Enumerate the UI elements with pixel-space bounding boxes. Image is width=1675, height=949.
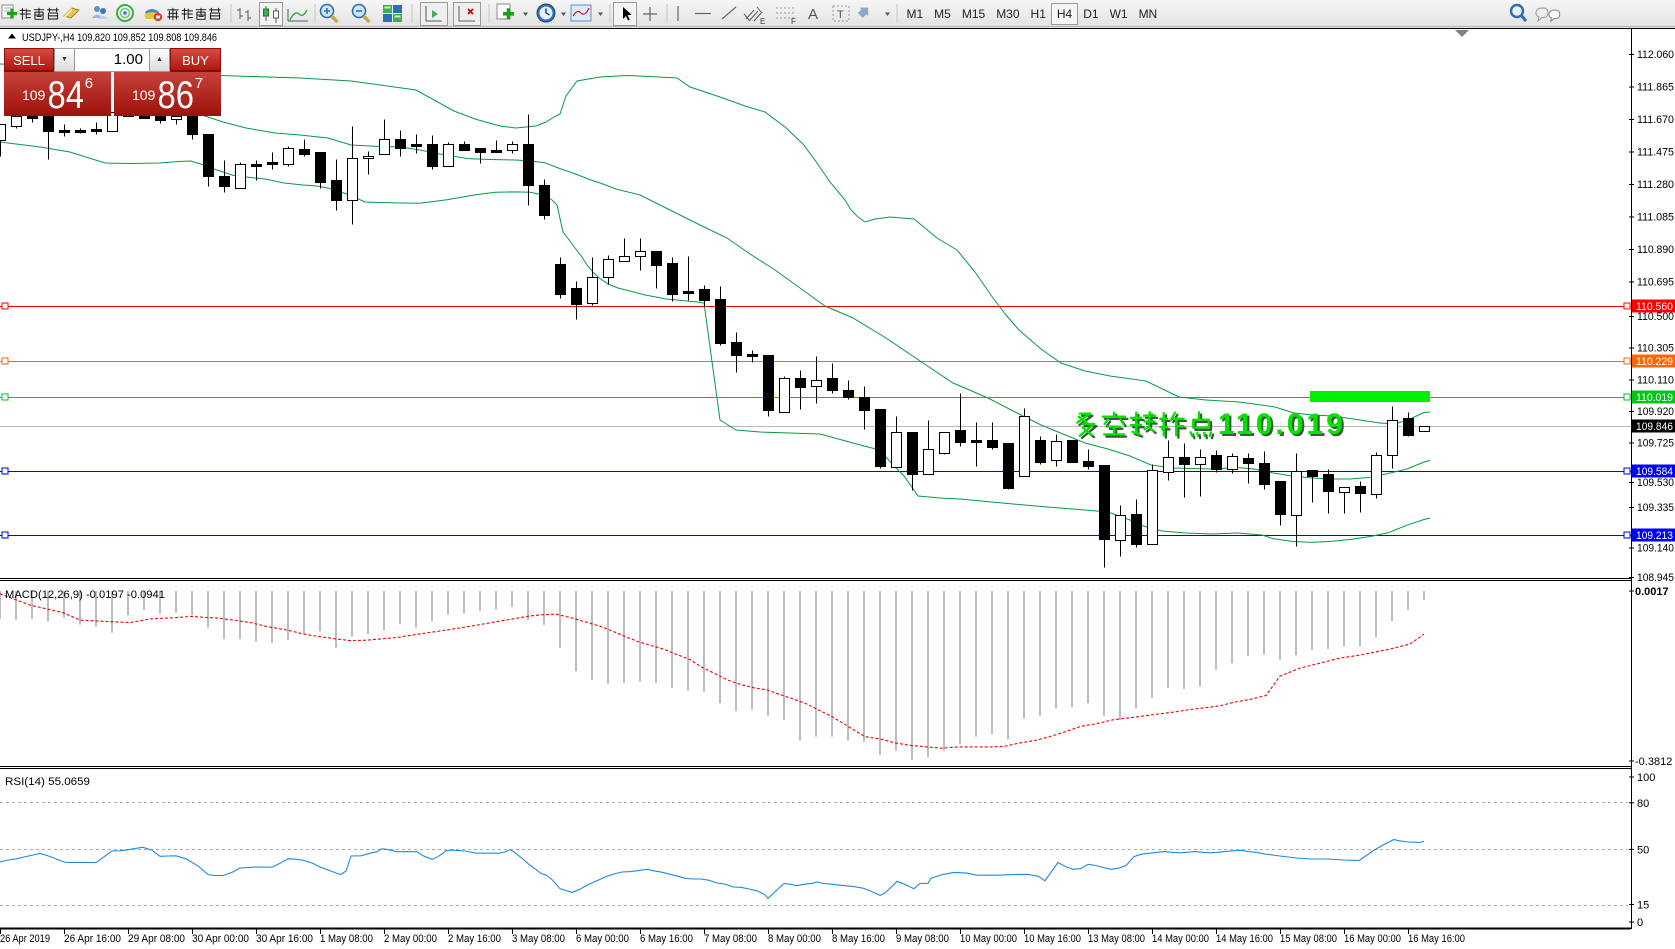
svg-text:A: A [808, 6, 818, 23]
svg-text:110.890: 110.890 [1637, 244, 1674, 256]
svg-text:110.019: 110.019 [1220, 410, 1348, 443]
svg-text:RSI(14) 55.0659: RSI(14) 55.0659 [5, 776, 90, 788]
svg-text:16 May 00:00: 16 May 00:00 [1344, 933, 1401, 945]
svg-text:110.695: 110.695 [1637, 277, 1674, 289]
svg-text:30 Apr 00:00: 30 Apr 00:00 [192, 933, 249, 945]
svg-text:26 Apr 16:00: 26 Apr 16:00 [64, 933, 121, 945]
svg-text:8 May 16:00: 8 May 16:00 [832, 933, 885, 945]
svg-text:14 May 00:00: 14 May 00:00 [1152, 933, 1209, 945]
svg-text:30 Apr 16:00: 30 Apr 16:00 [256, 933, 313, 945]
svg-text:109.335: 109.335 [1637, 502, 1674, 514]
svg-text:MACD(12,26,9) -0.0197 -0.0941: MACD(12,26,9) -0.0197 -0.0941 [5, 589, 165, 601]
svg-text:6 May 00:00: 6 May 00:00 [576, 933, 629, 945]
svg-text:29 Apr 08:00: 29 Apr 08:00 [128, 933, 185, 945]
svg-text:109.725: 109.725 [1637, 438, 1674, 450]
svg-text:E: E [760, 17, 765, 26]
svg-text:109.846: 109.846 [1636, 421, 1673, 433]
svg-text:109.584: 109.584 [1636, 466, 1673, 478]
svg-text:USDJPY-,H4 109.820 109.852 10: USDJPY-,H4 109.820 109.852 109.808 109.8… [22, 32, 217, 44]
svg-text:2 May 00:00: 2 May 00:00 [384, 933, 437, 945]
svg-text:110.019: 110.019 [1636, 392, 1673, 404]
svg-text:110.500: 110.500 [1637, 311, 1674, 323]
svg-text:111.475: 111.475 [1637, 147, 1674, 159]
svg-text:10 May 00:00: 10 May 00:00 [960, 933, 1017, 945]
svg-text:15 May 08:00: 15 May 08:00 [1280, 933, 1337, 945]
svg-text:7 May 08:00: 7 May 08:00 [704, 933, 757, 945]
svg-text:8 May 00:00: 8 May 00:00 [768, 933, 821, 945]
svg-text:109.213: 109.213 [1636, 530, 1673, 542]
svg-text:111.670: 111.670 [1637, 114, 1674, 126]
svg-text:-0.3812: -0.3812 [1635, 756, 1672, 768]
svg-text:16 May 16:00: 16 May 16:00 [1408, 933, 1465, 945]
svg-text:6 May 16:00: 6 May 16:00 [640, 933, 693, 945]
svg-text:10 May 16:00: 10 May 16:00 [1024, 933, 1081, 945]
svg-text:3 May 08:00: 3 May 08:00 [512, 933, 565, 945]
svg-text:0.0017: 0.0017 [1635, 586, 1669, 598]
svg-text:111.280: 111.280 [1637, 179, 1674, 191]
svg-text:109.920: 109.920 [1637, 406, 1674, 418]
svg-text:T: T [837, 9, 844, 21]
svg-text:26 Apr 2019: 26 Apr 2019 [0, 933, 50, 945]
svg-text:80: 80 [1637, 798, 1649, 810]
svg-text:112.060: 112.060 [1637, 49, 1674, 61]
svg-text:110.229: 110.229 [1636, 356, 1673, 368]
svg-text:F: F [791, 17, 796, 26]
svg-text:1 May 08:00: 1 May 08:00 [320, 933, 373, 945]
svg-text:110.019: 110.019 [1218, 408, 1346, 441]
svg-text:110.560: 110.560 [1636, 301, 1673, 313]
svg-text:0: 0 [1637, 917, 1643, 929]
svg-text:110.110: 110.110 [1637, 375, 1674, 387]
svg-text:13 May 08:00: 13 May 08:00 [1088, 933, 1145, 945]
svg-text:109.530: 109.530 [1637, 477, 1674, 489]
svg-text:2 May 16:00: 2 May 16:00 [448, 933, 501, 945]
svg-text:15: 15 [1637, 900, 1649, 912]
svg-text:108.945: 108.945 [1637, 572, 1674, 584]
svg-text:111.865: 111.865 [1637, 82, 1674, 94]
svg-text:110.305: 110.305 [1637, 343, 1674, 355]
svg-text:109.140: 109.140 [1637, 543, 1674, 555]
svg-text:100: 100 [1637, 772, 1655, 784]
svg-text:9 May 08:00: 9 May 08:00 [896, 933, 949, 945]
svg-text:111.085: 111.085 [1637, 212, 1674, 224]
svg-text:50: 50 [1637, 844, 1649, 856]
svg-text:14 May 16:00: 14 May 16:00 [1216, 933, 1273, 945]
